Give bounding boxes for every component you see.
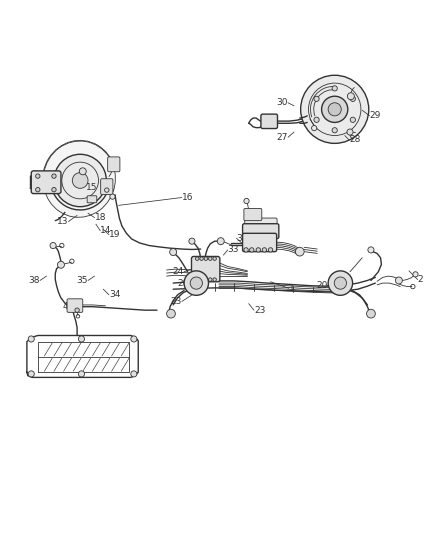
Text: 27: 27: [277, 133, 288, 142]
Circle shape: [213, 278, 216, 281]
Text: 3: 3: [237, 233, 242, 243]
Circle shape: [131, 371, 137, 377]
Circle shape: [396, 277, 403, 284]
Text: 41: 41: [63, 302, 74, 311]
Circle shape: [268, 248, 273, 252]
Circle shape: [314, 117, 319, 123]
Circle shape: [213, 257, 216, 261]
FancyBboxPatch shape: [191, 256, 220, 282]
Text: 2: 2: [418, 275, 423, 284]
Circle shape: [54, 154, 106, 207]
Circle shape: [78, 336, 85, 342]
Circle shape: [195, 278, 199, 281]
Circle shape: [195, 257, 199, 261]
Circle shape: [367, 309, 375, 318]
Circle shape: [347, 129, 353, 135]
Text: 33: 33: [228, 245, 239, 254]
Circle shape: [314, 96, 319, 101]
Circle shape: [57, 261, 64, 268]
Circle shape: [52, 174, 56, 179]
Text: 20: 20: [316, 281, 327, 290]
Circle shape: [334, 277, 346, 289]
Circle shape: [368, 247, 374, 253]
Text: 19: 19: [109, 230, 120, 239]
Circle shape: [204, 257, 208, 261]
Text: 1: 1: [289, 284, 295, 293]
Circle shape: [250, 248, 254, 252]
Circle shape: [204, 278, 208, 281]
Text: 15: 15: [86, 182, 97, 191]
Text: 23: 23: [170, 297, 182, 306]
Circle shape: [52, 188, 56, 192]
Circle shape: [328, 271, 353, 295]
Circle shape: [189, 238, 195, 244]
Text: 14: 14: [100, 226, 112, 235]
Circle shape: [28, 336, 34, 342]
Circle shape: [217, 238, 224, 245]
Circle shape: [311, 125, 317, 131]
Circle shape: [350, 117, 356, 123]
Circle shape: [166, 309, 175, 318]
Circle shape: [50, 243, 56, 248]
Circle shape: [321, 96, 348, 123]
Circle shape: [200, 257, 203, 261]
Text: 20: 20: [177, 279, 188, 288]
Circle shape: [190, 277, 202, 289]
Circle shape: [35, 188, 40, 192]
Circle shape: [131, 336, 137, 342]
Circle shape: [328, 103, 341, 116]
Text: 29: 29: [370, 111, 381, 120]
FancyBboxPatch shape: [245, 218, 277, 229]
Text: 34: 34: [109, 290, 120, 300]
Circle shape: [332, 86, 337, 91]
FancyBboxPatch shape: [108, 157, 120, 172]
Circle shape: [208, 278, 212, 281]
Ellipse shape: [43, 141, 115, 217]
FancyBboxPatch shape: [87, 196, 97, 203]
Circle shape: [262, 248, 267, 252]
Circle shape: [332, 128, 337, 133]
Circle shape: [300, 75, 369, 143]
Circle shape: [28, 371, 34, 377]
Text: 16: 16: [182, 193, 194, 202]
Circle shape: [413, 272, 418, 277]
Circle shape: [72, 173, 88, 188]
Circle shape: [75, 308, 79, 312]
Text: 38: 38: [28, 276, 40, 285]
FancyBboxPatch shape: [31, 171, 61, 193]
FancyBboxPatch shape: [101, 179, 113, 195]
Text: 23: 23: [254, 305, 265, 314]
Text: 24: 24: [173, 267, 184, 276]
FancyBboxPatch shape: [243, 224, 279, 239]
Circle shape: [208, 257, 212, 261]
Circle shape: [347, 93, 354, 100]
Circle shape: [170, 248, 177, 256]
FancyBboxPatch shape: [243, 233, 277, 252]
Text: 35: 35: [77, 276, 88, 285]
Circle shape: [256, 248, 261, 252]
Text: 18: 18: [95, 213, 106, 222]
Circle shape: [78, 371, 85, 377]
FancyBboxPatch shape: [261, 114, 278, 128]
Circle shape: [35, 174, 40, 179]
FancyBboxPatch shape: [67, 299, 83, 312]
Circle shape: [244, 198, 249, 204]
FancyBboxPatch shape: [244, 208, 262, 221]
Text: 28: 28: [349, 135, 360, 144]
Circle shape: [110, 194, 115, 199]
Circle shape: [79, 168, 86, 175]
Text: 30: 30: [276, 98, 288, 107]
Text: 13: 13: [57, 217, 68, 226]
Circle shape: [184, 271, 208, 295]
Circle shape: [295, 247, 304, 256]
Circle shape: [244, 248, 248, 252]
Circle shape: [350, 96, 356, 101]
Circle shape: [200, 278, 203, 281]
